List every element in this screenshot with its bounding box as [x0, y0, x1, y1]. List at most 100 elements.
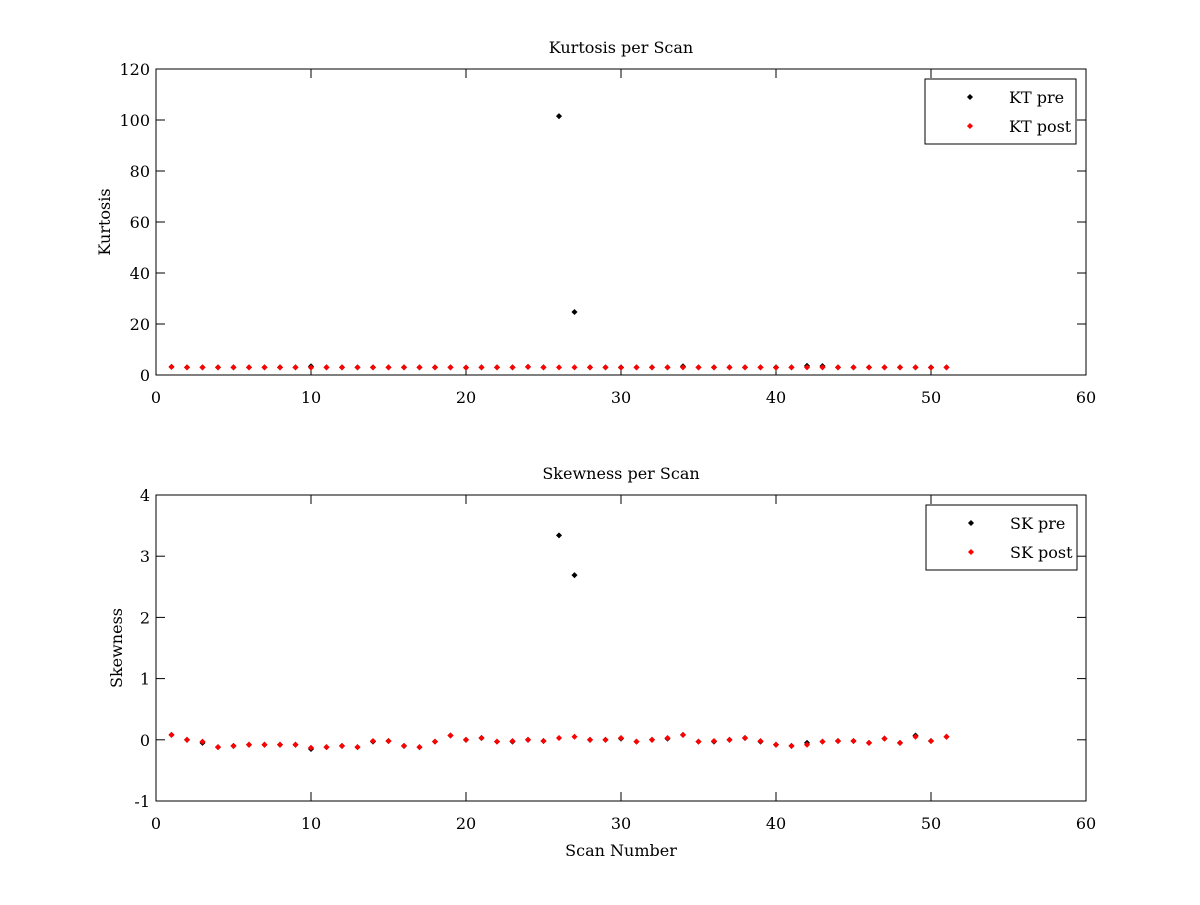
y-tick-label: 80 [130, 162, 150, 181]
x-tick-label: 10 [301, 814, 321, 833]
data-point [571, 733, 578, 740]
data-point [245, 364, 253, 371]
data-point [819, 364, 826, 371]
data-point [338, 364, 346, 371]
data-point [912, 733, 919, 740]
legend-entry: KT pre [1009, 88, 1064, 107]
x-tick-label: 20 [456, 388, 476, 407]
data-point [524, 363, 532, 370]
data-point [261, 741, 268, 748]
y-tick-label: 2 [140, 608, 150, 627]
y-tick-label: 3 [140, 547, 150, 566]
y-tick-label: 20 [130, 315, 150, 334]
x-tick-label: 10 [301, 388, 321, 407]
series-sk-post [168, 731, 950, 751]
data-point [323, 744, 330, 751]
data-point [338, 742, 346, 749]
data-point [881, 735, 888, 742]
data-point [214, 744, 222, 751]
data-point [183, 364, 191, 371]
y-tick-label: 100 [119, 111, 150, 130]
data-point [292, 364, 299, 371]
y-tick-label: 120 [119, 60, 150, 79]
data-point [803, 741, 811, 748]
data-point [462, 736, 470, 743]
legend-marker [967, 548, 975, 556]
y-tick-label: 1 [140, 670, 150, 689]
data-point [571, 572, 578, 579]
y-tick-label: 0 [140, 366, 150, 385]
data-point [772, 364, 780, 371]
data-point [369, 737, 377, 745]
data-point [354, 744, 361, 751]
data-point [788, 364, 795, 371]
data-point [927, 737, 935, 745]
data-point [385, 364, 392, 371]
data-point [648, 736, 656, 743]
data-point [354, 364, 361, 371]
data-point [524, 736, 532, 743]
data-point [850, 737, 857, 745]
data-point [183, 736, 191, 743]
legend-box [925, 504, 1078, 571]
plot-1: 0 10 20 30 40 50 60 0 20 40 60 80 100 120 Kurtosis per… [95, 38, 1096, 407]
x-tick-label: 50 [921, 814, 941, 833]
data-point [509, 737, 516, 745]
data-point [168, 731, 175, 738]
data-point [664, 734, 671, 741]
legend-entry: SK pre [1010, 514, 1065, 533]
data-point [602, 736, 609, 743]
y-axis-label: Skewness [107, 608, 126, 688]
x-tick-label: 0 [151, 814, 161, 833]
data-point [602, 364, 609, 371]
data-point [230, 742, 237, 749]
data-point [555, 734, 563, 741]
data-point [292, 741, 299, 748]
series-kt-post [168, 363, 950, 371]
legend-box [924, 78, 1077, 145]
data-point [726, 364, 733, 371]
x-tick-label: 30 [611, 388, 631, 407]
data-point [493, 364, 501, 371]
data-point [214, 364, 222, 371]
x-tick-label: 0 [151, 388, 161, 407]
data-point [416, 744, 423, 751]
data-point [803, 364, 811, 371]
data-point [741, 734, 749, 741]
data-point [633, 364, 640, 371]
legend-entry: SK post [1010, 543, 1073, 562]
data-point [664, 364, 671, 371]
data-point [912, 364, 919, 371]
data-point [896, 739, 904, 746]
data-point [819, 738, 826, 745]
data-point [168, 363, 175, 370]
data-point [943, 733, 950, 740]
data-point [369, 364, 377, 371]
data-point [555, 113, 563, 120]
x-tick-label: 50 [921, 388, 941, 407]
data-point [276, 741, 284, 748]
data-point [679, 731, 687, 738]
data-point [679, 364, 687, 371]
x-tick-label: 20 [456, 814, 476, 833]
data-point [896, 364, 904, 371]
data-point [571, 364, 578, 371]
chart-title: Skewness per Scan [542, 464, 699, 483]
y-tick-label: -1 [134, 792, 150, 811]
data-point [276, 364, 284, 371]
y-tick-label: 40 [130, 264, 150, 283]
data-point [772, 741, 780, 748]
legend: KT pre KT post [924, 78, 1077, 145]
data-point [757, 364, 764, 371]
data-point [757, 737, 764, 745]
data-point [199, 738, 206, 745]
data-point [586, 736, 594, 743]
data-point [323, 364, 330, 371]
data-point [540, 737, 547, 745]
data-point [400, 364, 408, 371]
data-point [865, 364, 873, 371]
legend-marker [966, 93, 974, 101]
data-point [695, 738, 702, 745]
